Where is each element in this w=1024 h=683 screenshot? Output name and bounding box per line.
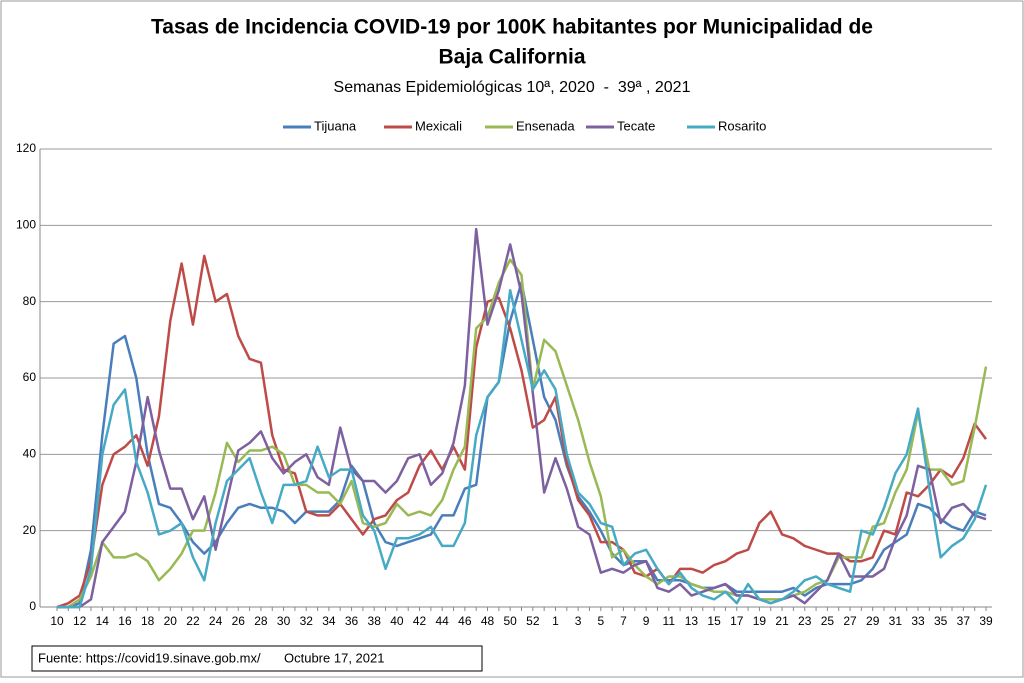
x-tick-label: 37 — [957, 614, 971, 628]
chart-title: Tasas de Incidencia COVID-19 por 100K ha… — [151, 16, 873, 39]
x-tick-label: 52 — [526, 614, 540, 628]
x-tick-label: 18 — [141, 614, 155, 628]
x-tick-label: 20 — [164, 614, 178, 628]
x-tick-label: 28 — [254, 614, 268, 628]
x-tick-label: 24 — [209, 614, 223, 628]
legend-label: Tijuana — [314, 118, 357, 133]
y-tick-label: 100 — [16, 218, 36, 232]
chart-subtitle: Semanas Epidemiológicas 10ª, 2020 - 39ª … — [334, 79, 691, 96]
date: Octubre 17, 2021 — [284, 650, 384, 665]
y-tick-label: 60 — [23, 370, 37, 384]
x-tick-label: 11 — [663, 614, 676, 628]
x-tick-label: 7 — [620, 614, 627, 628]
x-tick-label: 39 — [979, 614, 993, 628]
legend-label: Ensenada — [516, 118, 575, 133]
series-line — [57, 288, 988, 609]
x-tick-label: 38 — [368, 614, 382, 628]
x-tick-label: 23 — [798, 614, 812, 628]
y-tick-label: 20 — [23, 523, 37, 537]
x-tick-label: 5 — [597, 614, 604, 628]
x-tick-label: 31 — [889, 614, 903, 628]
y-tick-label: 120 — [16, 141, 36, 155]
x-tick-label: 13 — [685, 614, 699, 628]
legend-label: Rosarito — [718, 118, 766, 133]
x-tick-label: 36 — [345, 614, 359, 628]
x-tick-label: 14 — [96, 614, 110, 628]
x-tick-label: 44 — [436, 614, 450, 628]
x-tick-label: 29 — [866, 614, 880, 628]
source-box — [31, 645, 483, 672]
x-tick-label: 34 — [322, 614, 336, 628]
chart-title: Baja California — [438, 46, 585, 69]
x-tick-label: 35 — [934, 614, 948, 628]
x-tick-label: 16 — [118, 614, 132, 628]
x-tick-label: 17 — [730, 614, 744, 628]
series-line — [57, 227, 987, 609]
x-tick-label: 26 — [232, 614, 246, 628]
x-tick-label: 33 — [911, 614, 925, 628]
x-tick-label: 25 — [821, 614, 835, 628]
x-tick-label: 12 — [73, 614, 87, 628]
x-tick-label: 30 — [277, 614, 291, 628]
x-tick-label: 10 — [50, 614, 64, 628]
x-tick-label: 48 — [481, 614, 495, 628]
x-tick-label: 3 — [575, 614, 582, 628]
x-tick-label: 32 — [300, 614, 314, 628]
series-line — [56, 254, 988, 609]
legend-label: Tecate — [617, 118, 655, 133]
x-tick-label: 21 — [775, 614, 789, 628]
y-tick-label: 80 — [23, 294, 37, 308]
y-tick-label: 40 — [23, 447, 37, 461]
legend-label: Mexicali — [415, 118, 462, 133]
x-tick-label: 46 — [458, 614, 472, 628]
x-tick-label: 9 — [643, 614, 650, 628]
x-tick-label: 42 — [413, 614, 427, 628]
x-tick-label: 50 — [503, 614, 517, 628]
y-tick-label: 0 — [29, 599, 36, 613]
x-tick-label: 22 — [186, 614, 200, 628]
x-tick-label: 15 — [707, 614, 721, 628]
x-tick-label: 40 — [390, 614, 404, 628]
x-tick-label: 27 — [843, 614, 857, 628]
x-tick-label: 19 — [753, 614, 767, 628]
source: Fuente: https://covid19.sinave.gob.mx/ — [38, 650, 261, 665]
x-tick-label: 1 — [552, 614, 559, 628]
